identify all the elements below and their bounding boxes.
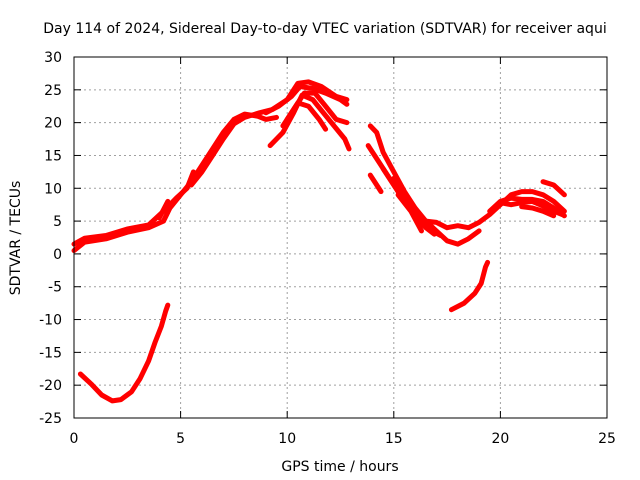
y-tick-label: 10 [44, 181, 62, 197]
series-track-t [77, 302, 171, 404]
y-tick-label: 20 [44, 116, 62, 132]
series-track-a [71, 111, 279, 254]
y-tick-label: -25 [39, 411, 62, 427]
y-tick-label: -5 [48, 280, 62, 296]
x-tick-label: 20 [491, 431, 509, 447]
series-track-i [367, 123, 482, 247]
series-track-k [367, 172, 384, 195]
x-tick-label: 25 [598, 431, 616, 447]
x-tick-label: 5 [176, 431, 185, 447]
series-track-d [188, 79, 350, 188]
axis-ticks: 0 5 10 15 20 25 -25 -20 -15 -10 -5 0 5 10 15 20 25 30 [39, 50, 616, 447]
series-track-b [71, 169, 196, 247]
x-tick-label: 10 [278, 431, 296, 447]
plot-frame [73, 56, 608, 419]
series-track-p [497, 198, 565, 217]
series-group [71, 79, 567, 404]
chart-title: Day 114 of 2024, Sidereal Day-to-day VTE… [43, 21, 606, 37]
y-tick-label: -15 [39, 345, 62, 361]
grid [74, 57, 607, 418]
series-track-e [263, 84, 350, 116]
y-tick-label: 15 [44, 148, 62, 164]
series-track-r [540, 179, 567, 198]
series-track-n [395, 192, 424, 234]
series-track-h [284, 100, 329, 132]
series-track-c [156, 198, 171, 221]
y-tick-label: 0 [53, 247, 62, 263]
y-tick-label: 30 [44, 50, 62, 66]
y-tick-label: -20 [39, 378, 62, 394]
y-tick-label: 25 [44, 83, 62, 99]
y-axis-label: SDTVAR / TECUs [8, 181, 24, 296]
x-axis-label: GPS time / hours [281, 459, 398, 475]
series-track-q [519, 204, 557, 219]
y-tick-label: -10 [39, 313, 62, 329]
x-tick-label: 0 [70, 431, 79, 447]
y-tick-label: 5 [53, 214, 62, 230]
series-track-s [448, 259, 491, 313]
x-tick-label: 15 [385, 431, 403, 447]
series-track-f [267, 92, 352, 152]
